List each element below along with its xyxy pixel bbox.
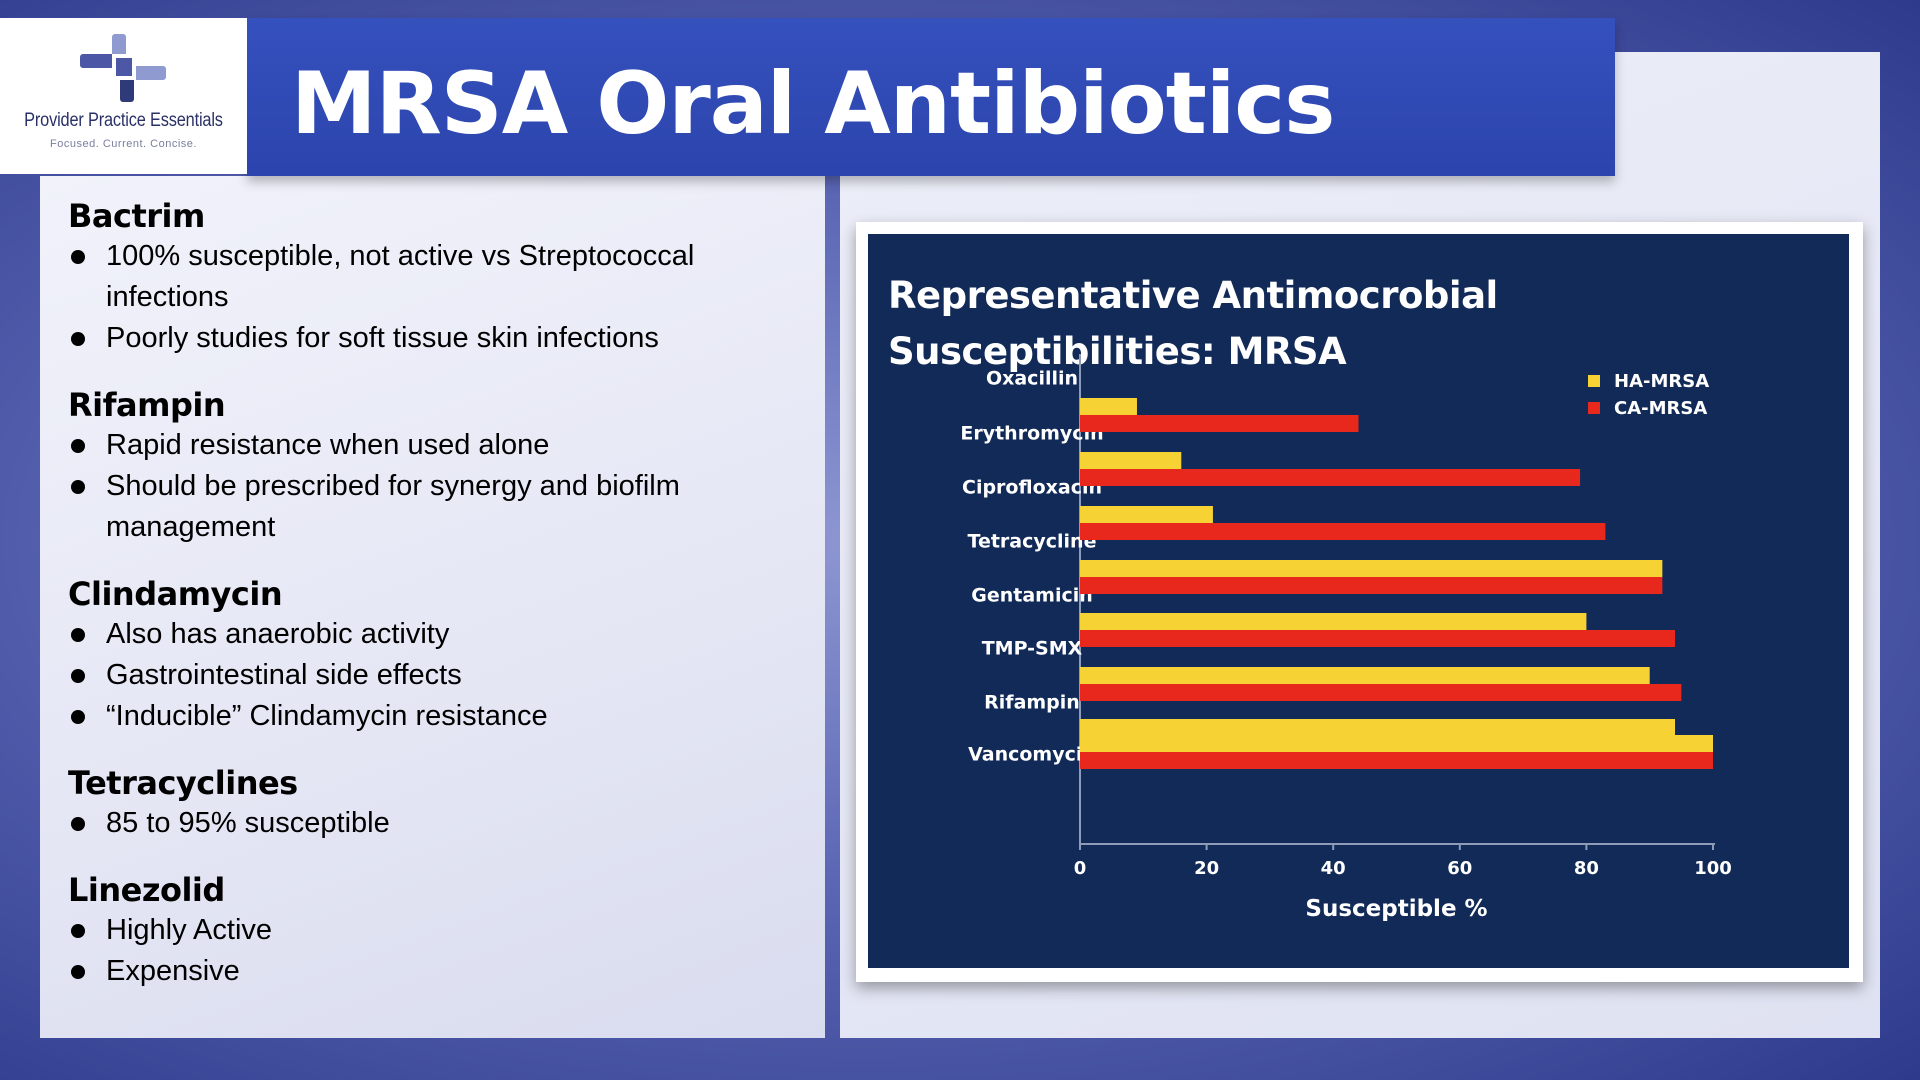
brand-name: Provider Practice Essentials bbox=[24, 110, 223, 131]
section-heading: Bactrim bbox=[68, 197, 205, 235]
bullet-item: Expensive bbox=[68, 951, 808, 992]
bar-chart: Oxacillin Erythromycin Ciprofloxacin Tetrac… bbox=[960, 354, 1732, 922]
bar-ca-mrsa bbox=[1080, 415, 1359, 432]
bullet-item: Rapid resistance when used alone bbox=[68, 425, 808, 466]
title-bar: MRSA Oral Antibiotics bbox=[247, 18, 1615, 176]
section-rifampin: Rifampin Rapid resistance when used alon… bbox=[68, 385, 808, 548]
bar-ca-mrsa bbox=[1080, 752, 1713, 769]
category-label: Gentamicin bbox=[971, 585, 1093, 607]
page-title: MRSA Oral Antibiotics bbox=[291, 54, 1335, 154]
legend-label: HA-MRSA bbox=[1614, 371, 1709, 392]
category-label: Oxacillin bbox=[986, 368, 1078, 390]
bar-ha-mrsa bbox=[1080, 613, 1587, 630]
bullet-item: Should be prescribed for synergy and bio… bbox=[68, 466, 808, 548]
chart-frame: Representative Antimocrobial Susceptibil… bbox=[856, 222, 1863, 982]
section-heading: Linezolid bbox=[68, 871, 225, 909]
bar-ha-mrsa bbox=[1080, 452, 1182, 469]
x-tick-label: 20 bbox=[1194, 858, 1219, 879]
bar-ha-mrsa bbox=[1080, 398, 1137, 415]
bar-ca-mrsa bbox=[1080, 630, 1676, 647]
bullet-item: Poorly studies for soft tissue skin infe… bbox=[68, 318, 808, 359]
category-label: Rifampin bbox=[984, 692, 1080, 714]
section-heading: Tetracyclines bbox=[68, 764, 298, 802]
section-tetracyclines: Tetracyclines 85 to 95% susceptible bbox=[68, 763, 808, 844]
category-label: Ciprofloxacin bbox=[962, 477, 1102, 499]
section-heading: Clindamycin bbox=[68, 575, 283, 613]
brand-tagline: Focused. Current. Concise. bbox=[50, 138, 197, 150]
section-bactrim: Bactrim 100% susceptible, not active vs … bbox=[68, 196, 808, 359]
bar-ha-mrsa bbox=[1080, 719, 1676, 736]
bullet-item: 100% susceptible, not active vs Streptoc… bbox=[68, 236, 808, 318]
bar-ha-mrsa bbox=[1080, 735, 1713, 752]
bar-ha-mrsa bbox=[1080, 560, 1663, 577]
bar-ca-mrsa bbox=[1080, 684, 1682, 701]
notes-list: Bactrim 100% susceptible, not active vs … bbox=[68, 196, 808, 1018]
bar-ca-mrsa bbox=[1080, 577, 1663, 594]
section-linezolid: Linezolid Highly Active Expensive bbox=[68, 870, 808, 992]
category-label: Vancomycin bbox=[968, 744, 1096, 766]
bar-ha-mrsa bbox=[1080, 667, 1650, 684]
chart-area: Representative Antimocrobial Susceptibil… bbox=[868, 234, 1849, 968]
bar-ca-mrsa bbox=[1080, 469, 1581, 486]
bullet-item: 85 to 95% susceptible bbox=[68, 803, 808, 844]
bar-ha-mrsa bbox=[1080, 506, 1213, 523]
brand-logo: Provider Practice Essentials Focused. Cu… bbox=[0, 18, 247, 174]
section-heading: Rifampin bbox=[68, 386, 226, 424]
bullet-item: Highly Active bbox=[68, 910, 808, 951]
bullet-item: “Inducible” Clindamycin resistance bbox=[68, 696, 808, 737]
x-tick-label: 100 bbox=[1694, 858, 1732, 879]
bar-ca-mrsa bbox=[1080, 523, 1606, 540]
legend-swatch bbox=[1588, 402, 1600, 414]
legend-swatch bbox=[1588, 375, 1600, 387]
x-tick-label: 60 bbox=[1447, 858, 1472, 879]
x-tick-label: 40 bbox=[1321, 858, 1346, 879]
category-label: TMP-SMX bbox=[982, 638, 1083, 660]
bullet-item: Gastrointestinal side effects bbox=[68, 655, 808, 696]
x-tick-label: 80 bbox=[1574, 858, 1599, 879]
chart-title: Representative Antimocrobial Susceptibil… bbox=[888, 274, 1498, 373]
legend-label: CA-MRSA bbox=[1614, 398, 1707, 419]
x-tick-label: 0 bbox=[1074, 858, 1087, 879]
medical-cross-icon bbox=[79, 34, 166, 102]
category-label: Erythromycin bbox=[960, 423, 1103, 445]
content-panel bbox=[40, 176, 825, 1038]
section-clindamycin: Clindamycin Also has anaerobic activity … bbox=[68, 574, 808, 737]
x-axis-label: Susceptible % bbox=[1305, 896, 1487, 922]
bullet-item: Also has anaerobic activity bbox=[68, 614, 808, 655]
category-label: Tetracycline bbox=[968, 531, 1097, 553]
